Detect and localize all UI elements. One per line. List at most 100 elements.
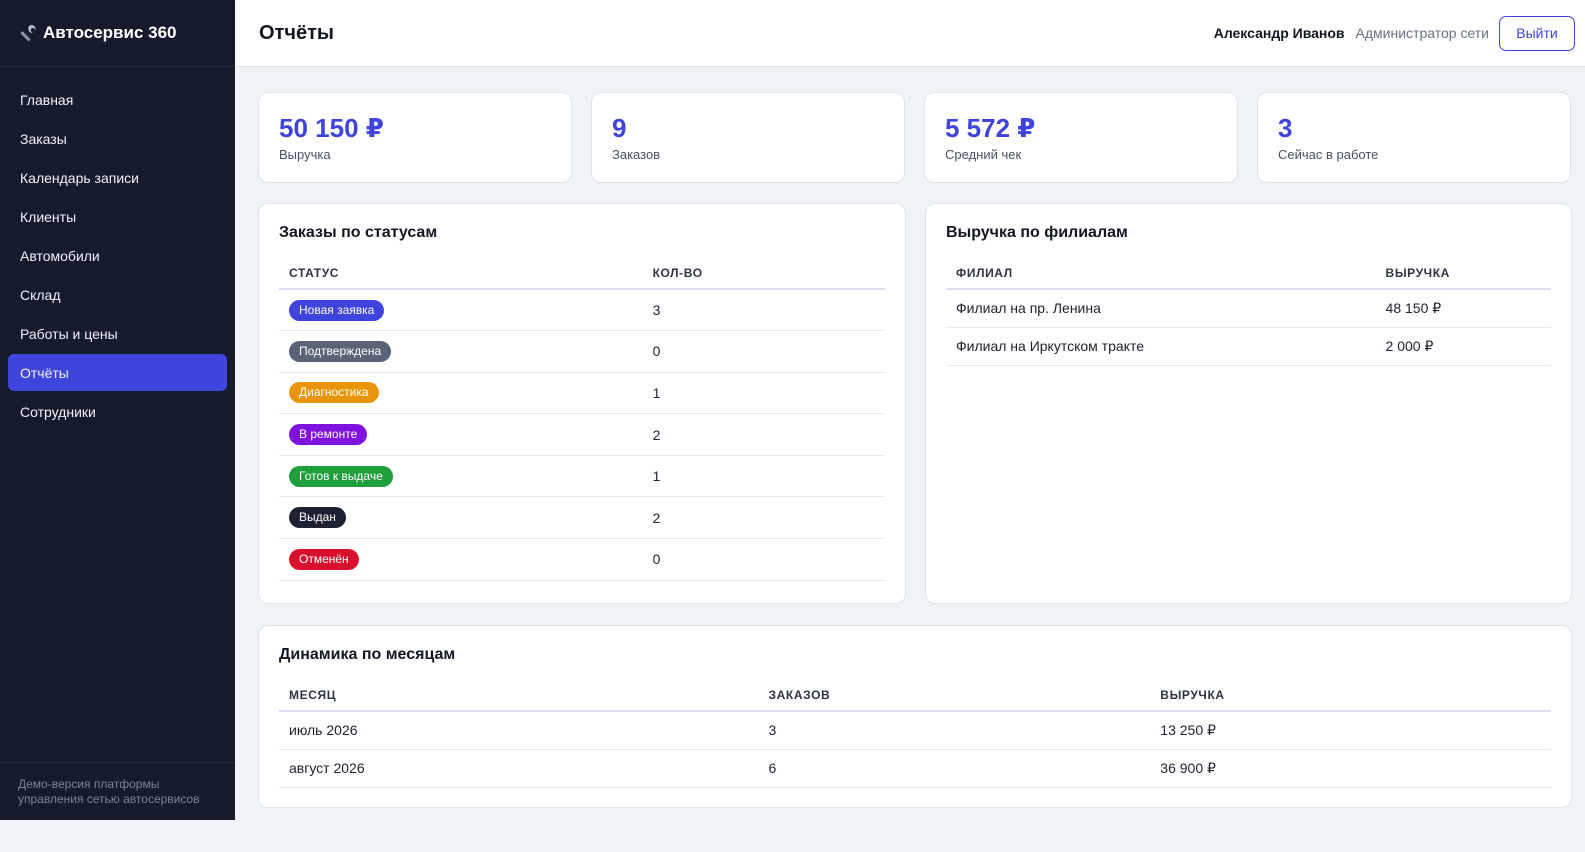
revenue-by-branch-panel: Выручка по филиалам Филиал Выручка Филиа… [925, 203, 1572, 604]
sidebar: Автосервис 360 Главная Заказы Календарь … [0, 0, 235, 820]
table-row: август 2026 6 36 900 ₽ [279, 749, 1551, 788]
status-cell: Подтверждена [279, 330, 643, 373]
table-row: Отменён 0 [279, 538, 885, 581]
month-cell: июль 2026 [279, 711, 759, 750]
user-name: Александр Иванов [1213, 25, 1345, 41]
revenue-cell: 36 900 ₽ [1150, 749, 1551, 788]
status-badge: Новая заявка [289, 299, 385, 321]
sidebar-item-staff[interactable]: Сотрудники [8, 393, 227, 430]
status-badge: Отменён [289, 548, 359, 570]
sidebar-item-label: Клиенты [20, 208, 77, 225]
stat-value: 3 [1278, 113, 1293, 143]
table-row: В ремонте 2 [279, 413, 885, 456]
sidebar-item-warehouse[interactable]: Склад [8, 276, 227, 313]
stat-value: 5 572 ₽ [945, 113, 1036, 143]
status-cell: В ремонте [279, 413, 643, 456]
page-title: Отчёты [259, 21, 334, 44]
stat-card-revenue: 50 150 ₽ Выручка [258, 92, 572, 183]
status-cell: Готов к выдаче [279, 455, 643, 498]
status-badge: Подтверждена [289, 340, 392, 362]
table-row: Готов к выдаче 1 [279, 455, 885, 498]
status-badge: Диагностика [289, 382, 379, 404]
sidebar-item-label: Сотрудники [20, 403, 96, 420]
panel-title: Заказы по статусам [279, 224, 438, 241]
stat-label: Сейчас в работе [1278, 147, 1379, 162]
stat-label: Заказов [612, 147, 661, 162]
table-row: Подтверждена 0 [279, 330, 885, 373]
sidebar-item-label: Главная [20, 91, 74, 108]
table-row: июль 2026 3 13 250 ₽ [279, 711, 1551, 750]
status-cell: Отменён [279, 538, 643, 581]
brand-title: Автосервис 360 [43, 23, 177, 42]
sidebar-item-label: Заказы [20, 130, 67, 147]
table-row: Выдан 2 [279, 496, 885, 540]
column-header-count: Кол-во [642, 258, 885, 290]
sidebar-item-label: Склад [20, 286, 61, 303]
status-badge: Готов к выдаче [289, 465, 393, 487]
month-table: Месяц Заказов Выручка июль 2026 3 13 250… [279, 680, 1551, 788]
table-row: Диагностика 1 [279, 372, 885, 415]
panel-title: Выручка по филиалам [946, 224, 1128, 241]
sidebar-item-services[interactable]: Работы и цены [8, 315, 227, 352]
topbar: Отчёты Александр Иванов Администратор се… [235, 0, 1585, 67]
logout-button[interactable]: Выйти [1499, 15, 1575, 51]
column-header-revenue: Выручка [1375, 258, 1551, 290]
stat-value: 9 [612, 113, 627, 143]
stat-card-average-check: 5 572 ₽ Средний чек [924, 92, 1238, 183]
sidebar-item-label: Автомобили [20, 247, 100, 264]
brand[interactable]: Автосервис 360 [0, 0, 235, 67]
user-role: Администратор сети [1355, 25, 1489, 41]
orders-cell: 3 [758, 711, 1151, 750]
count-cell: 1 [642, 455, 885, 498]
orders-by-status-panel: Заказы по статусам Статус Кол-во Новая з… [258, 203, 906, 604]
footer-text-line2: управления сетью автосервисов [18, 792, 200, 806]
branch-table: Филиал Выручка Филиал на пр. Ленина 48 1… [946, 258, 1551, 366]
revenue-cell: 48 150 ₽ [1375, 289, 1551, 328]
stat-label: Средний чек [945, 147, 1022, 162]
sidebar-footer: Демо-версия платформы управления сетью а… [0, 762, 235, 820]
sidebar-item-home[interactable]: Главная [8, 81, 227, 118]
column-header-month: Месяц [279, 680, 759, 712]
branch-cell: Филиал на Иркутском тракте [946, 327, 1376, 366]
panel-title: Динамика по месяцам [279, 646, 456, 663]
sidebar-item-cars[interactable]: Автомобили [8, 237, 227, 274]
count-cell: 0 [642, 538, 885, 581]
count-cell: 3 [642, 289, 885, 332]
column-header-branch: Филиал [946, 258, 1376, 290]
table-header-row: Месяц Заказов Выручка [279, 680, 1551, 712]
stat-label: Выручка [279, 147, 331, 162]
table-header-row: Статус Кол-во [279, 258, 885, 290]
sidebar-item-calendar[interactable]: Календарь записи [8, 159, 227, 196]
stat-value: 50 150 ₽ [279, 113, 384, 143]
branch-cell: Филиал на пр. Ленина [946, 289, 1376, 328]
count-cell: 2 [642, 413, 885, 456]
revenue-cell: 13 250 ₽ [1150, 711, 1551, 750]
sidebar-item-orders[interactable]: Заказы [8, 120, 227, 157]
month-cell: август 2026 [279, 749, 759, 788]
sidebar-item-reports[interactable]: Отчёты [8, 354, 227, 391]
status-cell: Выдан [279, 496, 643, 540]
column-header-orders: Заказов [758, 680, 1151, 712]
status-table: Статус Кол-во Новая заявка 3 Подтвержден… [279, 258, 885, 581]
sidebar-item-label: Работы и цены [20, 325, 118, 342]
table-row: Филиал на Иркутском тракте 2 000 ₽ [946, 327, 1551, 366]
status-badge: Выдан [289, 507, 346, 529]
orders-cell: 6 [758, 749, 1151, 788]
status-badge: В ремонте [289, 424, 368, 446]
count-cell: 1 [642, 372, 885, 415]
column-header-status: Статус [279, 258, 643, 290]
count-cell: 2 [642, 496, 885, 540]
sidebar-item-label: Отчёты [20, 364, 69, 381]
status-cell: Новая заявка [279, 289, 643, 332]
table-header-row: Филиал Выручка [946, 258, 1551, 290]
sidebar-item-label: Календарь записи [20, 169, 139, 186]
stat-card-in-progress: 3 Сейчас в работе [1257, 92, 1571, 183]
status-cell: Диагностика [279, 372, 643, 415]
revenue-cell: 2 000 ₽ [1375, 327, 1551, 366]
table-row: Филиал на пр. Ленина 48 150 ₽ [946, 289, 1551, 328]
sidebar-item-clients[interactable]: Клиенты [8, 198, 227, 235]
stat-card-orders: 9 Заказов [591, 92, 905, 183]
column-header-revenue: Выручка [1150, 680, 1551, 712]
count-cell: 0 [642, 330, 885, 373]
footer-text-line1: Демо-версия платформы [18, 777, 160, 791]
